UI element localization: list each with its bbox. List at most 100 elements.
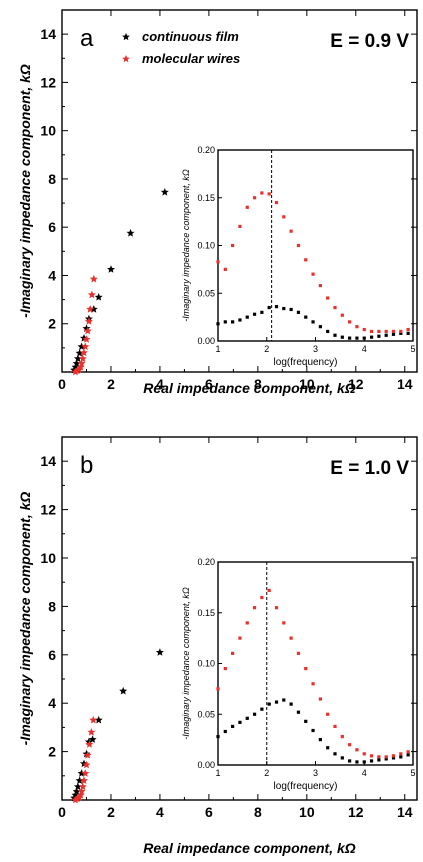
inset-point-continuous [340, 756, 344, 760]
x-tick-label: 12 [348, 804, 364, 820]
plot-frame [61, 436, 418, 801]
inset-point-wires [333, 305, 337, 310]
data-point-wires [89, 274, 98, 283]
y-tick-label: 10 [40, 550, 56, 566]
inset-point-wires [362, 752, 366, 756]
x-tick-label: 6 [205, 376, 213, 392]
inset-point-wires [333, 724, 337, 729]
inset-point-continuous [296, 310, 301, 314]
inset-point-continuous [245, 716, 249, 720]
inset-frame [217, 561, 414, 766]
data-point-continuous [75, 776, 84, 784]
data-point-continuous [160, 188, 169, 196]
potential-annotation: E = 1.0 V [330, 458, 409, 479]
inset-point-continuous [340, 335, 344, 339]
inset-point-continuous [399, 755, 403, 759]
inset-point-wires [282, 621, 286, 625]
inset-point-continuous [369, 759, 374, 763]
inset-point-continuous [362, 336, 366, 340]
inset-point-wires [311, 272, 315, 276]
x-tick-label: 2 [107, 804, 115, 820]
inset-y-tick-label: 0.20 [197, 145, 215, 155]
x-tick-label: 10 [299, 804, 315, 820]
data-point-wires [83, 326, 92, 335]
potential-annotation: E = 0.9 V [330, 31, 409, 52]
data-point-wires [76, 791, 85, 799]
inset-point-continuous [274, 700, 279, 704]
inset-point-wires [304, 666, 308, 671]
inset-y-tick-label: 0.05 [197, 288, 215, 298]
inset-point-wires [340, 734, 344, 739]
y-tick-label: 2 [48, 316, 56, 332]
inset-y-tick-label: 0.20 [197, 557, 215, 567]
data-point-continuous [72, 359, 81, 367]
inset-point-wires [362, 327, 366, 332]
panel-label: b [80, 452, 93, 479]
inset-point-continuous [260, 707, 264, 711]
inset-point-continuous [223, 729, 227, 734]
data-point-continuous [94, 293, 103, 301]
inset-x-tick-label: 5 [410, 768, 415, 778]
inset-x-tick-label: 4 [362, 768, 367, 778]
inset-point-continuous [260, 310, 264, 314]
inset-point-wires [326, 296, 330, 300]
y-tick-label: 8 [48, 598, 56, 614]
x-tick-label: 10 [299, 376, 315, 392]
x-tick-label: 14 [397, 376, 413, 392]
inset-point-continuous [231, 320, 235, 324]
data-point-wires [73, 794, 82, 803]
data-point-wires [87, 290, 96, 299]
y-tick-label: 12 [40, 502, 56, 518]
inset-x-tick-label: 3 [313, 344, 318, 354]
inset-point-wires [296, 243, 301, 248]
inset-point-wires [348, 320, 352, 324]
inset-point-wires [391, 329, 396, 334]
inset-point-continuous [399, 331, 403, 335]
inset-point-continuous [406, 331, 410, 335]
inset-y-tick-label: 0.00 [197, 760, 215, 770]
inset-point-wires [399, 329, 403, 334]
inset-point-continuous [282, 306, 286, 311]
y-tick-label: 6 [48, 647, 56, 663]
y-tick-label: 10 [40, 123, 56, 139]
x-tick-label: 14 [397, 804, 413, 820]
y-tick-label: 12 [40, 74, 56, 90]
inset-point-wires [399, 752, 403, 756]
x-tick-label: 0 [58, 804, 66, 820]
inset-point-continuous [289, 702, 293, 706]
x-tick-label: 8 [254, 804, 262, 820]
inset-point-wires [377, 755, 381, 759]
data-point-wires [87, 728, 96, 736]
inset-x-axis-label: log(frequency) [274, 357, 338, 368]
y-tick-label: 8 [48, 171, 56, 187]
inset-point-continuous [355, 336, 359, 340]
inset-point-wires [231, 243, 235, 248]
inset-point-wires [231, 651, 235, 655]
inset-x-tick-label: 2 [264, 768, 269, 778]
data-point-continuous [73, 354, 82, 363]
inset-point-continuous [391, 332, 396, 336]
inset-point-continuous [267, 702, 271, 706]
inset-point-wires [318, 697, 322, 701]
inset-x-tick-label: 2 [264, 344, 269, 354]
inset-point-continuous [304, 719, 308, 723]
data-point-continuous [88, 735, 97, 743]
y-tick-label: 14 [40, 453, 56, 469]
inset-point-continuous [348, 336, 352, 340]
data-point-wires [73, 366, 82, 375]
inset-y-tick-label: 0.05 [197, 709, 215, 719]
x-tick-label: 0 [58, 376, 66, 392]
inset-point-wires [384, 329, 388, 334]
plot-frame [61, 9, 418, 373]
inset-point-wires [252, 606, 257, 610]
inset-point-wires [369, 329, 374, 334]
inset-point-wires [369, 754, 374, 758]
legend-label-continuous: continuous film [142, 29, 239, 44]
inset-point-wires [406, 750, 410, 754]
data-point-wires [82, 760, 91, 769]
y-axis-label: -Imaginary impedance component, kΩ [17, 492, 33, 746]
inset-y-tick-label: 0.10 [197, 659, 215, 669]
inset-point-continuous [231, 724, 235, 729]
inset-point-continuous [377, 758, 381, 762]
